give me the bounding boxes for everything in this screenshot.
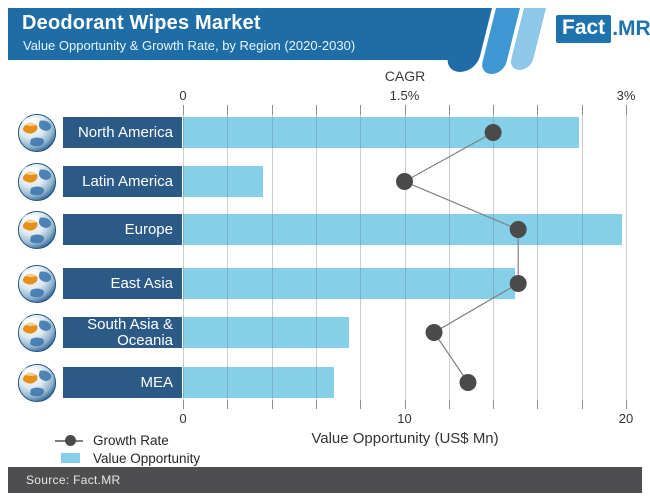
region-label: South Asia & Oceania: [63, 316, 182, 348]
value-bar: [183, 317, 350, 348]
page-title: Deodorant Wipes Market: [22, 12, 261, 34]
region-label: East Asia: [63, 268, 182, 299]
bottom-axis-tick: [227, 400, 229, 409]
legend-swatch-icon: [60, 453, 80, 463]
value-bar: [183, 166, 263, 197]
region-label: Latin America: [63, 166, 182, 197]
bottom-axis-tick: [360, 400, 362, 409]
bottom-axis-tick: [581, 400, 583, 409]
gridline: [227, 115, 229, 400]
growth-rate-line: [403, 131, 519, 383]
gridline: [581, 115, 583, 400]
north-america-globe-icon: [17, 113, 57, 153]
bottom-axis-tick-label: 10: [397, 411, 412, 426]
legend-item: Growth Rate: [55, 431, 200, 449]
value-bar: [183, 367, 334, 398]
region-label: MEA: [63, 367, 182, 398]
top-axis-tick-label: 3%: [616, 88, 636, 103]
header-bar: Deodorant Wipes Market Value Opportunity…: [8, 8, 478, 60]
page-subtitle: Value Opportunity & Growth Rate, by Regi…: [23, 38, 356, 53]
legend-label: Growth Rate: [93, 432, 169, 448]
top-axis-tick: [581, 105, 583, 115]
gridline: [404, 115, 406, 400]
europe-globe-icon: [17, 210, 57, 250]
gridline: [315, 115, 317, 400]
gridline: [493, 115, 495, 400]
top-axis-title: CAGR: [384, 68, 426, 84]
growth-rate-legend-marker-icon: [55, 434, 85, 446]
top-axis-tick: [537, 105, 539, 115]
logo-fact-box: Fact: [556, 15, 612, 43]
bottom-axis-tick: [493, 400, 495, 409]
south-asia-oceania-globe-icon: [17, 313, 57, 353]
latin-america-globe-icon: [17, 162, 57, 202]
region-label: North America: [63, 117, 182, 148]
bottom-axis-tick: [315, 400, 317, 409]
top-axis-tick: [626, 105, 627, 115]
bottom-axis-tick-label: 20: [618, 411, 634, 426]
gridline: [537, 115, 539, 400]
value-opportunity-legend-swatch-icon: [55, 453, 85, 463]
mea-globe-icon: [17, 363, 57, 403]
value-bar: [183, 117, 580, 148]
bottom-axis-tick: [626, 400, 627, 409]
bottom-axis-title: Value Opportunity (US$ Mn): [311, 430, 499, 447]
gridline: [271, 115, 273, 400]
legend-dot-icon: [64, 434, 76, 446]
gridline: [360, 115, 362, 400]
top-axis-tick: [271, 105, 273, 115]
gridline: [183, 115, 184, 400]
source-text: Source: Fact.MR: [26, 473, 121, 487]
top-axis-tick: [448, 105, 450, 115]
east-asia-globe-icon: [17, 264, 57, 304]
top-axis-tick: [315, 105, 317, 115]
top-axis-tick: [227, 105, 229, 115]
top-axis-tick-label: 1.5%: [389, 88, 420, 103]
source-bar: Source: Fact.MR: [8, 467, 642, 493]
bottom-axis-tick-label: 0: [179, 411, 187, 426]
growth-rate-dot: [459, 374, 477, 391]
top-axis-tick: [360, 105, 362, 115]
legend-label: Value Opportunity: [93, 450, 201, 466]
fact-mr-logo: Fact .MR: [556, 14, 650, 44]
bottom-axis-tick: [448, 400, 450, 409]
legend-item: Value Opportunity: [55, 449, 200, 467]
bottom-axis-tick: [404, 400, 406, 409]
gridline: [626, 115, 627, 400]
bottom-axis-tick: [183, 400, 184, 409]
logo-mr-text: .MR: [612, 17, 650, 40]
value-bar: [183, 268, 516, 299]
top-axis-tick: [493, 105, 495, 115]
value-bar: [183, 214, 622, 245]
top-axis-tick: [183, 105, 184, 115]
region-label: Europe: [63, 214, 182, 245]
top-axis-tick: [404, 105, 406, 115]
legend: Growth Rate Value Opportunity: [55, 431, 200, 467]
gridline: [448, 115, 450, 400]
bottom-axis-tick: [537, 400, 539, 409]
growth-rate-dot: [425, 324, 443, 341]
top-axis-tick-label: 0: [179, 88, 187, 103]
bottom-axis-tick: [271, 400, 273, 409]
